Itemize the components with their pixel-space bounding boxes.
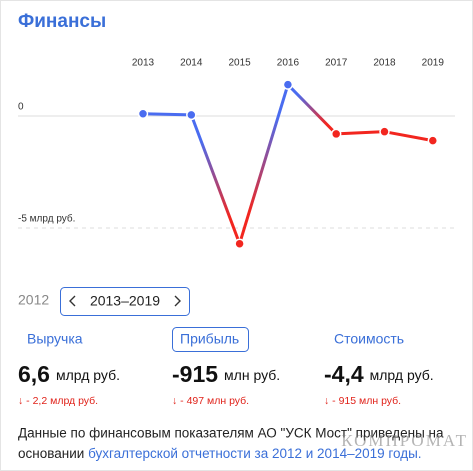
metric-change: ↓ - 915 млн руб.	[324, 395, 401, 407]
data-point	[330, 128, 342, 140]
metric-change: ↓ - 2,2 млрд руб.	[18, 395, 98, 407]
data-point	[137, 108, 149, 120]
x-tick-label: 2016	[277, 58, 300, 69]
metric-tab[interactable]: Стоимость	[334, 331, 404, 347]
start-year[interactable]: 2012	[18, 292, 49, 308]
metric-unit: млрд руб.	[56, 367, 120, 383]
x-tick-label: 2019	[422, 58, 445, 69]
metric-number: -915	[172, 361, 218, 387]
metric-number: -4,4	[324, 361, 364, 387]
line-segment	[238, 83, 290, 246]
metric-unit: млн руб.	[224, 367, 280, 383]
chart: 2013 2014 2015 2016 2017 2018 2019 0 -5 млрд руб…	[18, 58, 455, 249]
prev-arrow[interactable]	[69, 295, 76, 307]
footer-text: Данные по финансовым показателям АО "УСК…	[18, 426, 444, 441]
data-point	[234, 238, 245, 249]
range-selector[interactable]	[60, 287, 190, 316]
y-tick-label: -5 млрд руб.	[18, 213, 75, 225]
metric-value: 6,6 млрд руб.	[18, 361, 120, 387]
metric-unit: млрд руб.	[370, 367, 434, 383]
data-point	[379, 126, 390, 137]
line-segment	[141, 112, 193, 117]
watermark: КОМПРОМАТ	[341, 431, 468, 450]
range-label[interactable]: 2013–2019	[90, 293, 160, 309]
line-segment	[286, 83, 338, 136]
metric-value: -915 млн руб.	[172, 361, 280, 387]
next-arrow[interactable]	[174, 295, 181, 307]
x-tick-label: 2013	[132, 58, 155, 69]
x-tick-label: 2015	[228, 58, 251, 69]
x-tick-label: 2017	[325, 58, 348, 69]
x-tick-label: 2018	[373, 58, 396, 69]
line-segment	[189, 113, 242, 246]
metric-change: ↓ - 497 млн руб.	[172, 395, 249, 407]
metric-number: 6,6	[18, 361, 50, 387]
line-segment	[383, 130, 435, 143]
footer-link[interactable]: бухгалтерской отчетности за 2012 и 2014–…	[88, 446, 421, 461]
line-segment	[334, 130, 386, 136]
metric-value: -4,4 млрд руб.	[324, 361, 434, 387]
footer-text: основании бухгалтерской отчетности за 20…	[18, 446, 422, 461]
active-tab	[172, 327, 249, 352]
y-tick-label: 0	[18, 102, 24, 113]
data-point	[186, 109, 197, 121]
data-point	[427, 135, 439, 146]
title: Финансы	[18, 11, 106, 32]
metric-tab[interactable]: Выручка	[27, 331, 83, 347]
metric-tab[interactable]: Прибыль	[180, 331, 239, 347]
data-point	[282, 79, 294, 90]
x-tick-label: 2014	[180, 58, 203, 69]
footer-text: основании	[18, 446, 84, 461]
